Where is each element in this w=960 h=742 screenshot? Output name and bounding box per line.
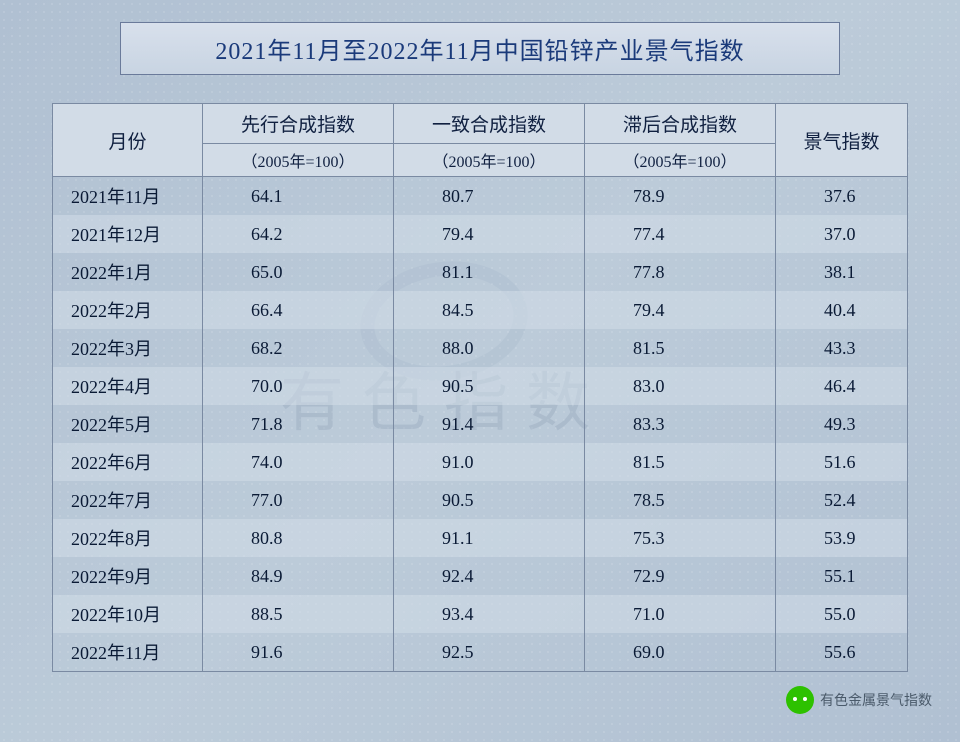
cell-coincident: 79.4: [394, 215, 585, 253]
wechat-source-label: 有色金属景气指数: [820, 690, 932, 710]
cell-leading: 68.2: [203, 329, 394, 367]
cell-lagging: 83.0: [585, 367, 776, 405]
table-body: 2021年11月64.180.778.937.62021年12月64.279.4…: [53, 177, 908, 672]
cell-prosperity: 38.1: [776, 253, 908, 291]
table-row: 2022年4月70.090.583.046.4: [53, 367, 908, 405]
table-row: 2022年9月84.992.472.955.1: [53, 557, 908, 595]
cell-lagging: 78.5: [585, 481, 776, 519]
table-row: 2022年7月77.090.578.552.4: [53, 481, 908, 519]
cell-month: 2022年2月: [53, 291, 203, 329]
cell-leading: 71.8: [203, 405, 394, 443]
cell-coincident: 84.5: [394, 291, 585, 329]
cell-coincident: 93.4: [394, 595, 585, 633]
table-row: 2022年2月66.484.579.440.4: [53, 291, 908, 329]
cell-prosperity: 53.9: [776, 519, 908, 557]
cell-coincident: 90.5: [394, 367, 585, 405]
cell-leading: 88.5: [203, 595, 394, 633]
wechat-icon: [786, 686, 814, 714]
table-row: 2022年5月71.891.483.349.3: [53, 405, 908, 443]
cell-coincident: 92.4: [394, 557, 585, 595]
cell-leading: 64.1: [203, 177, 394, 216]
cell-lagging: 79.4: [585, 291, 776, 329]
cell-lagging: 77.8: [585, 253, 776, 291]
cell-month: 2021年12月: [53, 215, 203, 253]
cell-month: 2022年1月: [53, 253, 203, 291]
cell-lagging: 71.0: [585, 595, 776, 633]
col-subheader-lagging: （2005年=100）: [585, 144, 776, 177]
cell-coincident: 91.0: [394, 443, 585, 481]
table-row: 2022年11月91.692.569.055.6: [53, 633, 908, 672]
cell-prosperity: 52.4: [776, 481, 908, 519]
cell-coincident: 88.0: [394, 329, 585, 367]
cell-leading: 80.8: [203, 519, 394, 557]
table-row: 2022年3月68.288.081.543.3: [53, 329, 908, 367]
table-row: 2022年6月74.091.081.551.6: [53, 443, 908, 481]
index-table-container: 月份 先行合成指数 一致合成指数 滞后合成指数 景气指数 （2005年=100）…: [52, 103, 908, 672]
cell-prosperity: 55.0: [776, 595, 908, 633]
col-header-prosperity: 景气指数: [776, 104, 908, 177]
col-subheader-leading: （2005年=100）: [203, 144, 394, 177]
cell-coincident: 80.7: [394, 177, 585, 216]
cell-prosperity: 37.0: [776, 215, 908, 253]
table-row: 2022年10月88.593.471.055.0: [53, 595, 908, 633]
cell-month: 2022年9月: [53, 557, 203, 595]
cell-lagging: 78.9: [585, 177, 776, 216]
cell-leading: 70.0: [203, 367, 394, 405]
cell-leading: 65.0: [203, 253, 394, 291]
cell-lagging: 75.3: [585, 519, 776, 557]
cell-lagging: 69.0: [585, 633, 776, 672]
cell-lagging: 72.9: [585, 557, 776, 595]
cell-lagging: 83.3: [585, 405, 776, 443]
cell-leading: 74.0: [203, 443, 394, 481]
cell-leading: 64.2: [203, 215, 394, 253]
cell-coincident: 81.1: [394, 253, 585, 291]
page-title: 2021年11月至2022年11月中国铅锌产业景气指数: [120, 22, 840, 75]
cell-lagging: 81.5: [585, 329, 776, 367]
table-row: 2021年11月64.180.778.937.6: [53, 177, 908, 216]
col-header-lagging: 滞后合成指数: [585, 104, 776, 144]
cell-month: 2022年3月: [53, 329, 203, 367]
cell-month: 2022年7月: [53, 481, 203, 519]
cell-leading: 84.9: [203, 557, 394, 595]
cell-leading: 66.4: [203, 291, 394, 329]
cell-month: 2021年11月: [53, 177, 203, 216]
cell-coincident: 91.4: [394, 405, 585, 443]
col-subheader-coincident: （2005年=100）: [394, 144, 585, 177]
col-header-coincident: 一致合成指数: [394, 104, 585, 144]
cell-prosperity: 51.6: [776, 443, 908, 481]
cell-lagging: 77.4: [585, 215, 776, 253]
cell-month: 2022年5月: [53, 405, 203, 443]
cell-lagging: 81.5: [585, 443, 776, 481]
cell-prosperity: 40.4: [776, 291, 908, 329]
cell-coincident: 90.5: [394, 481, 585, 519]
cell-month: 2022年10月: [53, 595, 203, 633]
cell-month: 2022年4月: [53, 367, 203, 405]
cell-prosperity: 46.4: [776, 367, 908, 405]
cell-month: 2022年8月: [53, 519, 203, 557]
cell-leading: 91.6: [203, 633, 394, 672]
index-table: 月份 先行合成指数 一致合成指数 滞后合成指数 景气指数 （2005年=100）…: [52, 103, 908, 672]
table-row: 2021年12月64.279.477.437.0: [53, 215, 908, 253]
cell-prosperity: 55.1: [776, 557, 908, 595]
cell-leading: 77.0: [203, 481, 394, 519]
cell-coincident: 92.5: [394, 633, 585, 672]
cell-month: 2022年11月: [53, 633, 203, 672]
cell-coincident: 91.1: [394, 519, 585, 557]
cell-prosperity: 49.3: [776, 405, 908, 443]
cell-prosperity: 37.6: [776, 177, 908, 216]
col-header-month: 月份: [53, 104, 203, 177]
cell-month: 2022年6月: [53, 443, 203, 481]
table-row: 2022年8月80.891.175.353.9: [53, 519, 908, 557]
cell-prosperity: 43.3: [776, 329, 908, 367]
col-header-leading: 先行合成指数: [203, 104, 394, 144]
cell-prosperity: 55.6: [776, 633, 908, 672]
table-row: 2022年1月65.081.177.838.1: [53, 253, 908, 291]
wechat-badge: 有色金属景气指数: [786, 686, 932, 714]
